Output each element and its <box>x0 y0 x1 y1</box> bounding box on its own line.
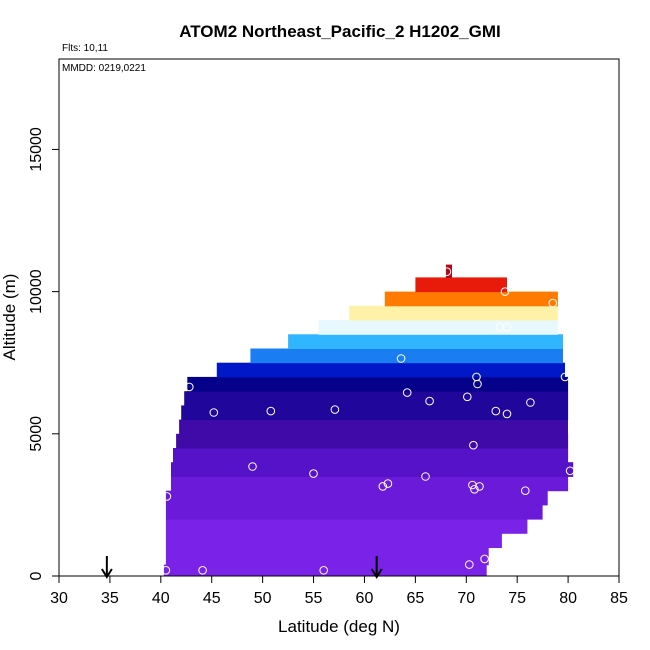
y-axis-label: Altitude (m) <box>0 274 19 361</box>
x-tick-label: 40 <box>152 590 170 607</box>
sample-point-29 <box>560 372 570 382</box>
y-tick-label: 15000 <box>28 127 45 172</box>
arrow-markers <box>101 556 383 579</box>
arrow-marker-0 <box>101 556 113 579</box>
sample-point-35 <box>442 267 452 277</box>
curtain-band-10 <box>179 419 568 435</box>
y-tick-label: 10000 <box>28 269 45 314</box>
curtain-band-15 <box>250 348 563 364</box>
sample-point-34 <box>548 298 558 308</box>
x-tick-label: 45 <box>203 590 221 607</box>
curtain-band-17 <box>318 320 558 335</box>
x-tick-label: 30 <box>50 590 68 607</box>
x-tick-label: 70 <box>457 590 475 607</box>
sample-point-14 <box>521 486 530 496</box>
sample-point-31 <box>495 322 505 332</box>
curtain-band-21 <box>445 264 452 278</box>
sample-point-33 <box>500 287 510 296</box>
arrow-head <box>101 568 113 579</box>
sample-point-8 <box>378 482 388 491</box>
curtain-band-2 <box>165 533 502 548</box>
date-note: MMDD: 0219,0221 <box>62 63 146 74</box>
sample-point-26 <box>185 382 194 392</box>
y-axis: 0 5000 10000 15000 <box>28 127 59 580</box>
plot-frame <box>58 58 620 577</box>
curtain-band-14 <box>216 362 566 378</box>
chart-title: ATOM2 Northeast_Pacific_2 H1202_GMI <box>179 22 501 41</box>
x-tick-label: 50 <box>254 590 272 607</box>
sample-point-16 <box>469 440 478 450</box>
curtain-band-5 <box>165 490 548 506</box>
curtain-band-13 <box>187 376 569 392</box>
sample-point-7 <box>309 469 318 478</box>
curtain-band-20 <box>415 277 507 293</box>
sample-point-10 <box>421 472 430 481</box>
sample-point-30 <box>396 354 406 363</box>
sample-point-3 <box>465 560 474 569</box>
curtain-band-16 <box>288 334 563 349</box>
sample-point-20 <box>491 406 501 416</box>
sample-point-12 <box>475 482 484 491</box>
sample-points <box>161 267 575 575</box>
sample-point-28 <box>472 372 481 382</box>
sample-point-17 <box>209 408 219 417</box>
curtain-band-0 <box>163 564 487 577</box>
curtain-band-11 <box>181 405 569 421</box>
sample-point-19 <box>330 405 340 414</box>
sample-point-24 <box>463 392 472 402</box>
sample-point-18 <box>266 406 276 416</box>
curtain-band-1 <box>165 547 489 566</box>
arrow-marker-1 <box>370 556 383 579</box>
sample-point-2 <box>319 566 329 575</box>
curtain-band-19 <box>384 291 558 307</box>
y-tick-label: 5000 <box>28 416 45 452</box>
curtain-band-18 <box>349 305 558 321</box>
sample-point-23 <box>425 396 434 406</box>
x-axis: 30 35 40 45 50 55 60 65 70 75 80 85 <box>50 576 628 607</box>
sample-point-13 <box>470 485 479 494</box>
x-tick-label: 55 <box>305 590 323 607</box>
x-axis-label: Latitude (deg N) <box>278 617 400 636</box>
curtain-band-4 <box>165 504 543 520</box>
x-tick-label: 35 <box>101 590 119 607</box>
curtain-band-8 <box>173 448 569 463</box>
curtain-band-3 <box>165 519 528 534</box>
arrow-head <box>370 568 383 579</box>
x-tick-label: 60 <box>356 590 374 607</box>
curtain-field <box>163 264 574 577</box>
sample-point-32 <box>502 322 512 332</box>
curtain-band-6 <box>171 476 569 492</box>
sample-point-0 <box>161 566 171 575</box>
x-tick-label: 75 <box>508 590 526 607</box>
x-tick-label: 85 <box>610 590 628 607</box>
sample-point-21 <box>502 409 512 419</box>
sample-point-9 <box>383 479 393 488</box>
curtain-band-12 <box>184 391 569 406</box>
sample-point-15 <box>565 466 575 476</box>
sample-point-25 <box>402 388 412 397</box>
curtain-band-9 <box>176 433 569 449</box>
curtain-band-7 <box>171 462 574 477</box>
x-tick-label: 80 <box>559 590 577 607</box>
sample-point-5 <box>162 492 172 501</box>
x-tick-label: 65 <box>406 590 424 607</box>
sample-point-1 <box>198 566 207 575</box>
y-tick-label: 0 <box>28 571 45 580</box>
sample-point-22 <box>526 398 535 407</box>
sample-point-4 <box>480 554 489 564</box>
sample-point-6 <box>248 462 257 471</box>
flights-note: Flts: 10,11 <box>62 43 108 54</box>
